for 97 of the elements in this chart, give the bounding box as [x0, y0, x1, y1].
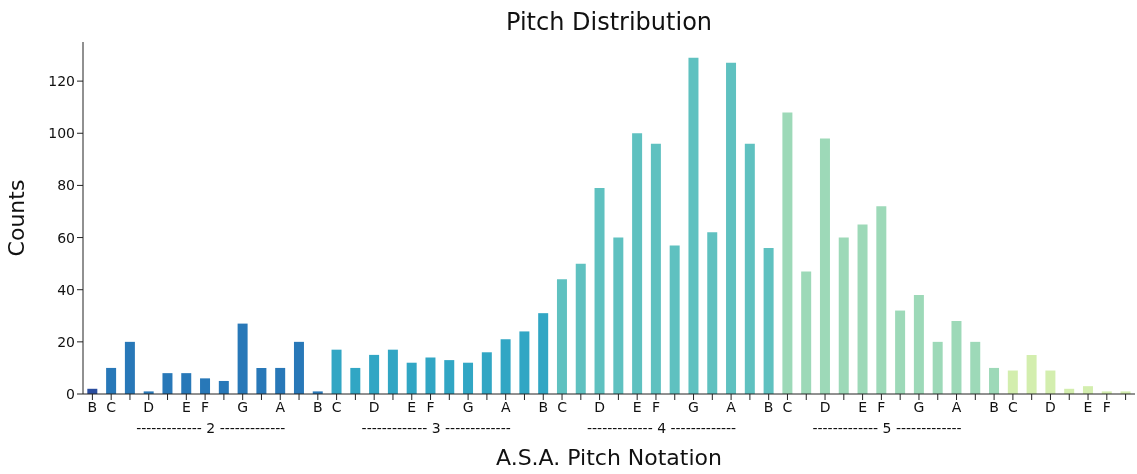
- y-tick-label: 80: [57, 177, 75, 194]
- bar: [1045, 370, 1056, 394]
- y-tick-label: 120: [48, 73, 75, 90]
- x-tick-label: G: [237, 398, 249, 415]
- bar: [575, 263, 586, 394]
- bar: [650, 143, 661, 394]
- x-tick-label: F: [426, 398, 435, 415]
- x-tick-label: F: [651, 398, 660, 415]
- x-tick-label: F: [201, 398, 210, 415]
- bar: [200, 378, 211, 394]
- bar: [106, 367, 117, 394]
- x-tick-label: A: [500, 398, 511, 415]
- bar: [857, 224, 868, 394]
- bar: [556, 279, 567, 394]
- bar: [275, 367, 286, 394]
- bar: [463, 362, 474, 394]
- x-tick-label: A: [726, 398, 737, 415]
- text: ------------- 3 -------------: [360, 420, 512, 436]
- bar: [763, 247, 774, 394]
- x-tick-label: E: [181, 398, 191, 415]
- x-tick-label: B: [87, 398, 98, 415]
- bar: [1007, 370, 1018, 394]
- text: ------------- 2 -------------: [135, 420, 287, 436]
- x-tick-label: A: [275, 398, 286, 415]
- bar: [613, 237, 624, 394]
- y-tick-label: 20: [57, 333, 75, 350]
- bar: [819, 138, 830, 394]
- bar: [951, 320, 962, 394]
- y-tick-label: 0: [66, 385, 75, 402]
- bar: [162, 373, 173, 394]
- x-tick-label: G: [913, 398, 925, 415]
- bar: [1026, 354, 1037, 394]
- bar: [632, 133, 643, 394]
- x-tick-label: A: [951, 398, 962, 415]
- bar: [519, 331, 530, 394]
- bar: [688, 57, 699, 394]
- x-tick-label: D: [143, 398, 155, 415]
- bar: [895, 310, 906, 394]
- x-tick-label: E: [407, 398, 417, 415]
- x-tick-label: B: [538, 398, 549, 415]
- x-tick-label: B: [989, 398, 999, 415]
- x-tick-label: G: [688, 398, 699, 415]
- bar: [726, 62, 737, 394]
- x-tick-label: C: [106, 398, 117, 415]
- bar: [444, 360, 455, 394]
- bar: [331, 349, 342, 394]
- chart-title: Pitch Distribution: [504, 8, 714, 36]
- bar: [124, 341, 135, 394]
- bar: [932, 341, 943, 394]
- x-tick-label: D: [368, 398, 380, 415]
- x-tick-label: F: [1102, 398, 1111, 415]
- bar: [293, 341, 304, 394]
- bar: [669, 245, 680, 394]
- x-tick-label: B: [763, 398, 774, 415]
- bar: [1082, 386, 1093, 394]
- text: ------------- 5 -------------: [811, 420, 963, 436]
- bar: [838, 237, 849, 394]
- bar: [369, 354, 380, 394]
- x-tick-label: C: [331, 398, 342, 415]
- bar: [425, 357, 436, 394]
- bar: [594, 188, 605, 394]
- y-tick-label: 100: [48, 125, 75, 142]
- bar: [744, 143, 755, 394]
- bar: [181, 373, 192, 394]
- x-tick-label: C: [557, 398, 568, 415]
- x-axis-title: A.S.A. Pitch Notation: [495, 445, 723, 470]
- bar: [481, 352, 492, 394]
- x-tick-label: F: [877, 398, 886, 415]
- bar: [876, 206, 887, 394]
- x-tick-label: E: [632, 398, 642, 415]
- bar: [913, 294, 924, 394]
- bar: [256, 367, 267, 394]
- bar: [970, 341, 981, 394]
- bar: [989, 367, 1000, 394]
- x-tick-label: E: [1083, 398, 1093, 415]
- bar: [218, 380, 229, 394]
- x-tick-label: C: [1008, 398, 1018, 415]
- x-tick-label: B: [313, 398, 323, 415]
- y-tick-label: 60: [57, 229, 75, 246]
- bar: [387, 349, 398, 394]
- x-tick-label: C: [782, 398, 793, 415]
- x-tick-label: D: [1045, 398, 1056, 415]
- bar: [406, 362, 417, 394]
- y-tick-label: 40: [57, 281, 75, 298]
- bar: [782, 112, 793, 394]
- bar: [801, 271, 812, 394]
- bar: [237, 323, 248, 394]
- text: ------------- 4 -------------: [586, 420, 738, 436]
- bar: [707, 232, 718, 394]
- x-tick-label: E: [858, 398, 868, 415]
- x-tick-label: G: [462, 398, 474, 415]
- x-tick-label: D: [594, 398, 605, 415]
- bar: [350, 367, 361, 394]
- y-axis-title: Counts: [3, 179, 29, 257]
- bar: [538, 313, 549, 394]
- bar: [500, 339, 511, 394]
- x-tick-label: D: [819, 398, 831, 415]
